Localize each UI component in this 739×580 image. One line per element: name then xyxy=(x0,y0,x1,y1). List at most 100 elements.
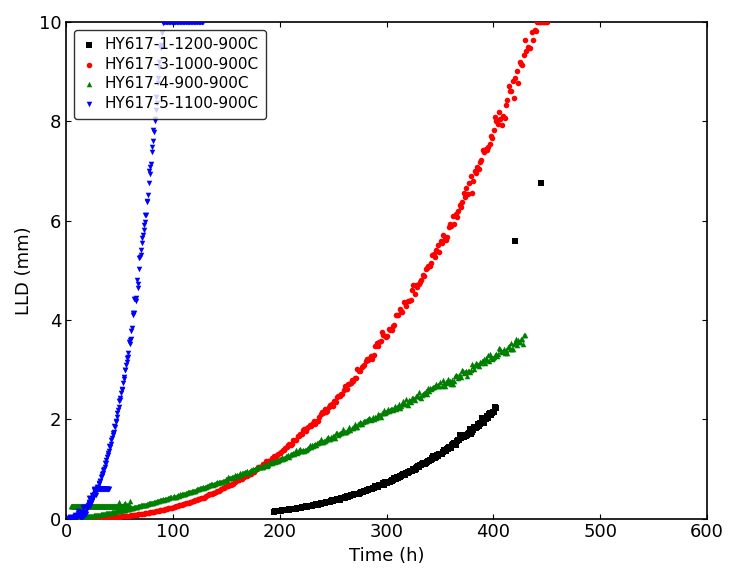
Point xyxy=(96,484,108,494)
HY617-4-900-900C xyxy=(279,453,290,462)
HY617-3-1000-900C xyxy=(252,462,264,472)
HY617-5-1100-900C xyxy=(176,17,188,27)
HY617-3-1000-900C xyxy=(336,389,348,398)
HY617-3-1000-900C xyxy=(310,417,322,426)
HY617-4-900-900C xyxy=(168,492,180,501)
HY617-1-1200-900C xyxy=(391,473,403,482)
HY617-4-900-900C xyxy=(262,458,274,467)
HY617-3-1000-900C xyxy=(210,487,222,496)
Point xyxy=(75,502,87,511)
Point xyxy=(73,510,85,520)
HY617-1-1200-900C xyxy=(477,415,489,425)
HY617-4-900-900C xyxy=(182,487,194,496)
HY617-3-1000-900C xyxy=(297,426,309,435)
Point xyxy=(103,502,115,511)
HY617-5-1100-900C xyxy=(162,17,174,27)
HY617-3-1000-900C xyxy=(173,501,185,510)
HY617-4-900-900C xyxy=(253,462,265,472)
Point xyxy=(106,502,118,511)
HY617-4-900-900C xyxy=(432,382,443,391)
HY617-5-1100-900C xyxy=(181,17,193,27)
HY617-5-1100-900C xyxy=(119,365,131,375)
HY617-3-1000-900C xyxy=(384,325,396,335)
HY617-4-900-900C xyxy=(409,396,421,405)
HY617-4-900-900C xyxy=(290,446,302,455)
HY617-1-1200-900C xyxy=(273,506,285,516)
HY617-1-1200-900C xyxy=(414,461,426,470)
HY617-1-1200-900C xyxy=(347,491,358,500)
Point xyxy=(91,502,103,511)
Point xyxy=(71,502,83,511)
HY617-1-1200-900C xyxy=(339,492,351,502)
HY617-4-900-900C xyxy=(448,377,460,386)
HY617-4-900-900C xyxy=(412,391,423,400)
HY617-5-1100-900C xyxy=(117,378,129,387)
HY617-3-1000-900C xyxy=(358,360,370,369)
HY617-4-900-900C xyxy=(242,468,254,477)
HY617-5-1100-900C xyxy=(196,17,208,27)
HY617-3-1000-900C xyxy=(372,342,384,351)
HY617-4-900-900C xyxy=(185,487,197,496)
Point xyxy=(84,501,95,510)
HY617-5-1100-900C xyxy=(151,93,163,102)
HY617-4-900-900C xyxy=(119,505,131,514)
HY617-5-1100-900C xyxy=(145,160,157,169)
HY617-4-900-900C xyxy=(195,484,207,493)
HY617-3-1000-900C xyxy=(443,223,454,232)
Point xyxy=(70,502,82,511)
HY617-1-1200-900C xyxy=(471,420,483,429)
HY617-4-900-900C xyxy=(222,473,234,482)
HY617-1-1200-900C xyxy=(490,404,502,413)
HY617-1-1200-900C xyxy=(418,459,430,469)
HY617-5-1100-900C xyxy=(110,416,122,425)
HY617-4-900-900C xyxy=(132,502,143,511)
Point xyxy=(69,502,81,511)
HY617-4-900-900C xyxy=(403,396,415,405)
HY617-1-1200-900C xyxy=(395,473,406,482)
HY617-4-900-900C xyxy=(170,492,182,501)
HY617-4-900-900C xyxy=(239,467,251,477)
HY617-1-1200-900C xyxy=(287,504,299,513)
HY617-5-1100-900C xyxy=(143,178,154,187)
HY617-5-1100-900C xyxy=(64,514,76,523)
HY617-4-900-900C xyxy=(497,347,508,356)
HY617-5-1100-900C xyxy=(84,498,96,507)
Point xyxy=(66,502,78,511)
HY617-3-1000-900C xyxy=(222,481,234,491)
HY617-5-1100-900C xyxy=(92,483,103,492)
HY617-4-900-900C xyxy=(330,433,341,442)
HY617-5-1100-900C xyxy=(158,17,170,27)
HY617-4-900-900C xyxy=(237,468,249,477)
HY617-3-1000-900C xyxy=(289,435,301,444)
HY617-5-1100-900C xyxy=(168,17,180,27)
Point xyxy=(74,502,86,511)
HY617-5-1100-900C xyxy=(129,294,141,303)
HY617-5-1100-900C xyxy=(120,357,132,367)
HY617-1-1200-900C xyxy=(368,483,380,492)
HY617-3-1000-900C xyxy=(90,513,102,523)
HY617-4-900-900C xyxy=(188,487,200,496)
HY617-1-1200-900C xyxy=(385,476,397,485)
HY617-4-900-900C xyxy=(155,495,167,505)
HY617-4-900-900C xyxy=(199,482,211,491)
HY617-3-1000-900C xyxy=(418,271,430,280)
HY617-3-1000-900C xyxy=(113,512,125,521)
HY617-4-900-900C xyxy=(283,452,295,462)
HY617-4-900-900C xyxy=(123,504,135,513)
HY617-1-1200-900C xyxy=(420,459,432,468)
HY617-3-1000-900C xyxy=(262,456,273,466)
HY617-3-1000-900C xyxy=(226,479,238,488)
HY617-4-900-900C xyxy=(511,335,522,344)
HY617-3-1000-900C xyxy=(118,512,129,521)
HY617-1-1200-900C xyxy=(378,478,390,488)
HY617-4-900-900C xyxy=(258,461,270,470)
Point xyxy=(68,513,80,523)
Legend: HY617-1-1200-900C, HY617-3-1000-900C, HY617-4-900-900C, HY617-5-1100-900C: HY617-1-1200-900C, HY617-3-1000-900C, HY… xyxy=(74,30,266,119)
HY617-4-900-900C xyxy=(256,463,268,472)
HY617-5-1100-900C xyxy=(147,136,159,146)
HY617-4-900-900C xyxy=(191,485,202,494)
HY617-5-1100-900C xyxy=(153,63,165,72)
HY617-1-1200-900C xyxy=(440,445,452,454)
HY617-3-1000-900C xyxy=(474,158,486,167)
HY617-3-1000-900C xyxy=(118,512,130,521)
